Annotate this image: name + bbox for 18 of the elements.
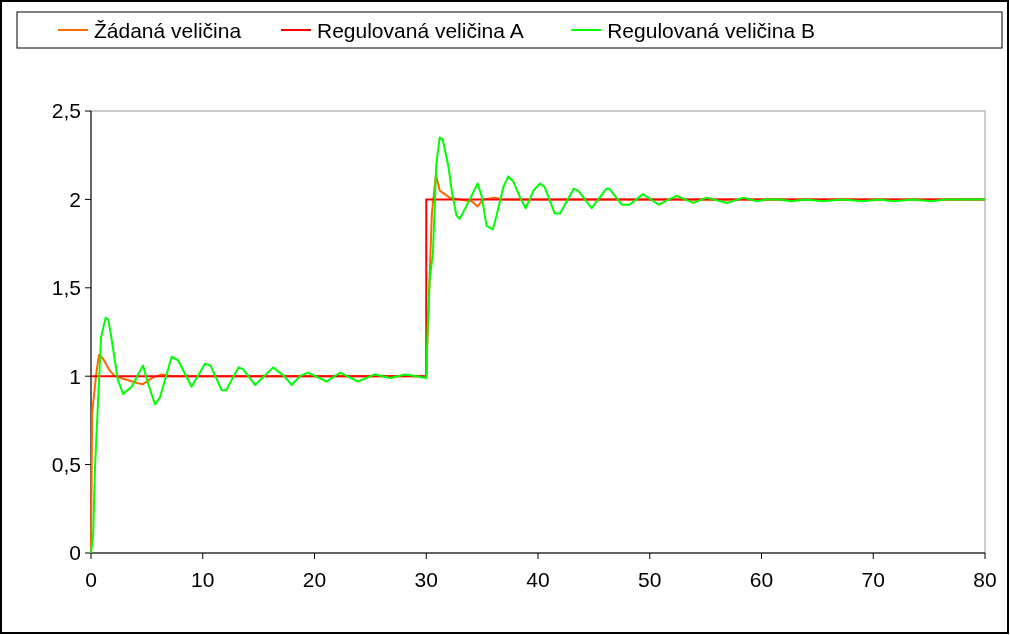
x-tick-label: 30 bbox=[414, 568, 438, 591]
legend-label: Žádaná veličina bbox=[94, 19, 242, 42]
legend-label: Regulovaná veličina B bbox=[607, 19, 815, 42]
y-tick-label: 2 bbox=[69, 187, 81, 211]
x-tick-label: 80 bbox=[973, 568, 997, 591]
y-tick-label: 0 bbox=[69, 541, 81, 565]
x-tick-label: 50 bbox=[638, 568, 662, 591]
y-tick-label: 1 bbox=[69, 364, 81, 388]
x-tick-label: 60 bbox=[749, 568, 774, 591]
x-tick-label: 0 bbox=[85, 568, 97, 591]
x-tick-label: 40 bbox=[526, 568, 550, 591]
y-tick-label: 0,5 bbox=[51, 452, 81, 476]
y-tick-label: 2,5 bbox=[51, 99, 81, 123]
x-tick-label: 70 bbox=[861, 568, 885, 591]
legend-label: Regulovaná veličina A bbox=[317, 19, 524, 42]
x-tick-label: 20 bbox=[302, 568, 327, 591]
y-tick-label: 1,5 bbox=[51, 276, 81, 300]
x-tick-label: 10 bbox=[191, 568, 215, 591]
